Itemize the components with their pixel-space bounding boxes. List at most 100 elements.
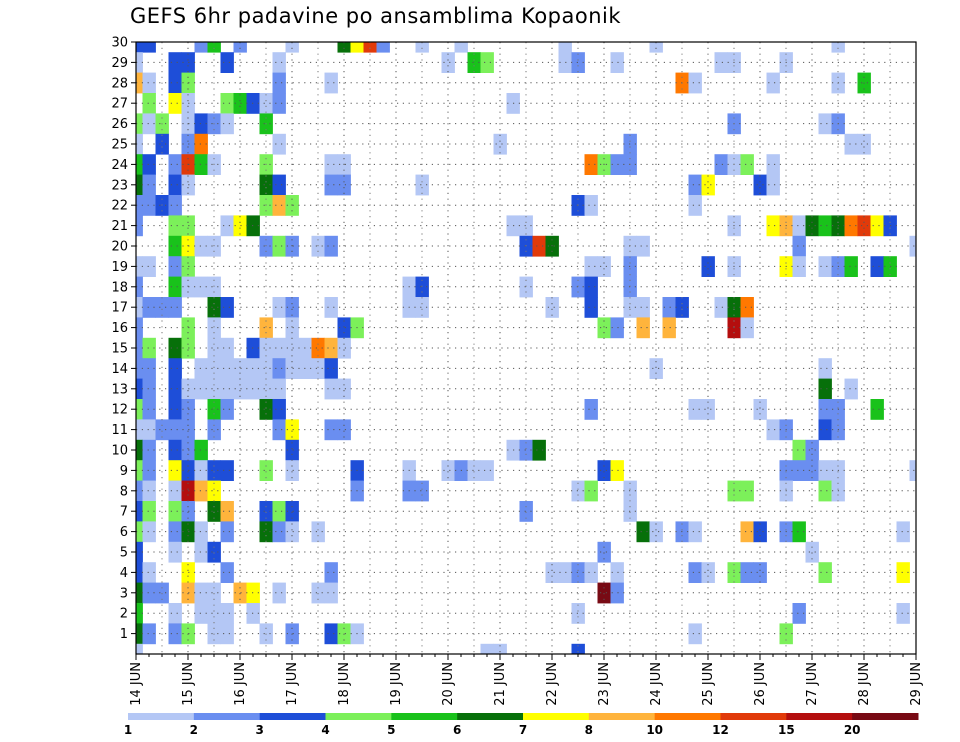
heatmap-cell xyxy=(220,562,234,583)
heatmap-cell xyxy=(194,521,208,543)
legend-swatch xyxy=(852,713,919,720)
legend-label: 2 xyxy=(190,723,198,737)
legend-label: 5 xyxy=(387,723,395,737)
heatmap-cell xyxy=(701,256,715,277)
y-tick-label: 26 xyxy=(111,117,128,132)
heatmap-cell xyxy=(584,480,598,502)
heatmap-cell xyxy=(584,154,598,175)
heatmap-cell xyxy=(259,93,273,114)
heatmap-cell xyxy=(136,521,143,543)
heatmap-cell xyxy=(194,582,208,604)
heatmap-cell xyxy=(649,358,663,379)
heatmap-cell xyxy=(623,256,637,277)
heatmap-cell xyxy=(311,521,325,543)
heatmap-cell xyxy=(259,358,273,379)
heatmap-cell xyxy=(220,399,234,420)
x-tick-label: 23 JUN xyxy=(597,662,612,706)
y-tick-label: 8 xyxy=(120,484,128,499)
heatmap-cell xyxy=(285,460,299,481)
heatmap-cell xyxy=(155,419,169,441)
heatmap-cell xyxy=(272,195,286,216)
heatmap-cell xyxy=(168,52,182,73)
heatmap-cell xyxy=(168,337,182,359)
legend-swatch xyxy=(523,713,590,720)
heatmap-cell xyxy=(220,603,234,624)
y-tick-label: 15 xyxy=(111,342,128,357)
heatmap-cell xyxy=(467,52,481,73)
heatmap-cell xyxy=(136,297,143,318)
heatmap-cell xyxy=(142,399,156,420)
heatmap-cell xyxy=(285,235,299,257)
heatmap-cell xyxy=(207,297,221,318)
heatmap-cell xyxy=(136,113,143,135)
legend-label: 12 xyxy=(712,723,729,737)
heatmap-cell xyxy=(136,501,143,522)
chart-title: GEFS 6hr padavine po ansamblima Kopaonik xyxy=(130,4,622,28)
heatmap-cell xyxy=(376,42,390,53)
legend-label: 20 xyxy=(844,723,861,737)
legend-label: 6 xyxy=(453,723,461,737)
heatmap-cell xyxy=(259,174,273,196)
y-tick-label: 19 xyxy=(111,260,128,275)
heatmap-cell xyxy=(142,419,156,441)
heatmap-cell xyxy=(285,419,299,441)
heatmap-cell xyxy=(701,562,715,583)
heatmap-cell xyxy=(194,439,208,461)
heatmap-cell xyxy=(142,562,156,583)
heatmap-cell xyxy=(818,399,832,420)
heatmap-cell xyxy=(168,297,182,318)
heatmap-cell xyxy=(220,113,234,135)
legend-swatch xyxy=(391,713,458,720)
heatmap-cell xyxy=(272,419,286,441)
heatmap-cell xyxy=(740,521,754,543)
heatmap-cell xyxy=(136,72,143,94)
heatmap-cell xyxy=(324,562,338,583)
heatmap-cell xyxy=(194,235,208,257)
legend-label: 8 xyxy=(585,723,593,737)
heatmap-cell xyxy=(220,93,234,114)
heatmap-cell xyxy=(272,297,286,318)
heatmap-cell xyxy=(337,174,351,196)
heatmap-cell xyxy=(870,256,884,277)
heatmap-cell xyxy=(818,113,832,135)
legend-label: 1 xyxy=(124,723,132,737)
heatmap-cell xyxy=(207,378,221,400)
heatmap-cell xyxy=(415,276,429,298)
heatmap-cell xyxy=(545,562,559,583)
heatmap-cell xyxy=(142,460,156,481)
heatmap-cell xyxy=(493,643,507,655)
heatmap-cell xyxy=(136,52,143,73)
heatmap-cell xyxy=(168,276,182,298)
heatmap-cell xyxy=(623,133,637,155)
heatmap-cell xyxy=(519,439,533,461)
heatmap-cell xyxy=(136,174,143,196)
heatmap-cell xyxy=(896,521,910,543)
y-tick-label: 6 xyxy=(120,525,128,540)
heatmap-cell xyxy=(818,480,832,502)
heatmap-cell xyxy=(207,337,221,359)
heatmap-cell xyxy=(857,133,871,155)
heatmap-cell xyxy=(142,480,156,502)
heatmap-cell xyxy=(168,174,182,196)
heatmap-cell xyxy=(136,133,143,155)
heatmap-cell xyxy=(792,235,806,257)
x-tick-label: 22 JUN xyxy=(545,662,560,706)
heatmap-cell xyxy=(571,603,585,624)
y-tick-label: 27 xyxy=(111,97,128,112)
heatmap-cell xyxy=(285,521,299,543)
heatmap-cell xyxy=(623,235,637,257)
heatmap-cell xyxy=(136,439,143,461)
heatmap-cell xyxy=(688,399,702,420)
heatmap-cell xyxy=(688,195,702,216)
heatmap-cell xyxy=(571,643,585,655)
heatmap-cell xyxy=(207,399,221,420)
heatmap-cell xyxy=(766,154,780,175)
y-tick-label: 13 xyxy=(111,382,128,397)
heatmap-cell xyxy=(142,256,156,277)
heatmap-cell xyxy=(285,501,299,522)
heatmap-cell xyxy=(337,337,351,359)
heatmap-cell xyxy=(701,174,715,196)
heatmap-cell xyxy=(610,582,624,604)
heatmap-cell xyxy=(597,317,611,339)
heatmap-cell xyxy=(870,399,884,420)
